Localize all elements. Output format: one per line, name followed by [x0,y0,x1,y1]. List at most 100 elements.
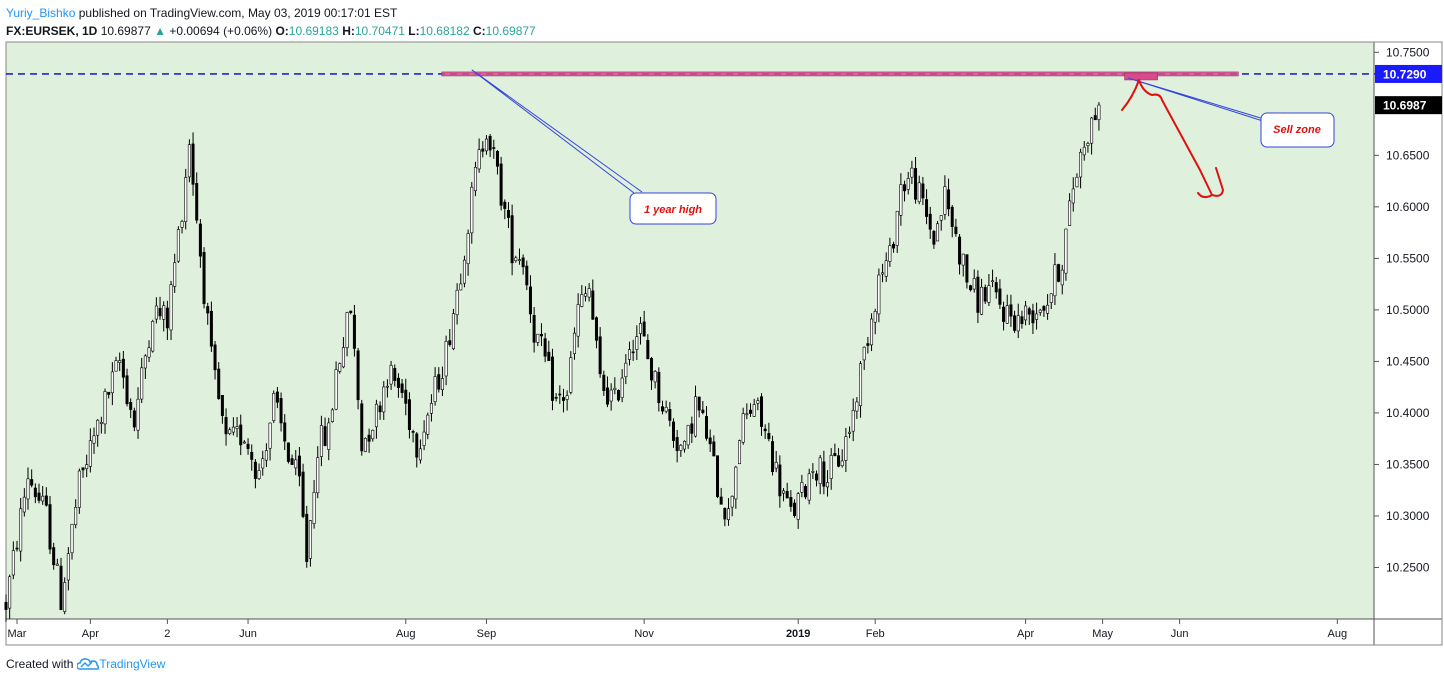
candle-body [840,460,844,467]
candle-body [866,343,870,346]
candle-body [624,362,628,378]
close-label: C: [473,24,486,38]
footer: Created with TradingView [6,657,165,671]
candle-body [118,360,122,363]
candle-body [983,287,987,302]
candle-body [396,377,400,388]
candle-body [569,357,573,393]
candle-body [74,507,78,525]
candle-body [195,183,199,221]
candle-body [635,336,639,350]
candle-body [646,339,650,360]
published-text: published on TradingView.com, May 03, 20… [78,6,398,20]
projection-freehand[interactable] [1121,79,1224,199]
author-link[interactable]: Yuriy_Bishko [6,6,76,20]
candle-body [800,482,804,493]
time-tick-label: Apr [82,628,99,640]
candle-body [796,493,800,520]
candle-body [561,397,565,401]
candle-body [682,440,686,450]
price-tick-label: 10.4000 [1386,406,1430,420]
one-year-high-label: 1 year high [644,204,702,216]
candle-body [686,424,690,446]
tradingview-cloud-icon [77,658,100,670]
candle-body [154,305,158,320]
candle-body [235,426,239,429]
candle-body [580,294,584,307]
candle-body [660,406,664,412]
candle-body [756,400,760,404]
candle-body [162,305,166,320]
candle-body [283,422,287,442]
candle-body [1002,306,1006,322]
close-value: 10.69877 [485,24,536,38]
time-tick-label: Aug [1328,628,1348,640]
candle-body [110,371,114,394]
candle-body [125,375,129,405]
open-value: 10.69183 [288,24,339,38]
candle-body [404,389,408,404]
one-year-high-callout[interactable] [629,192,717,225]
candle-body [727,508,731,520]
resistance-zone[interactable] [441,71,1239,77]
candle-body [345,312,349,348]
sell-zone-box[interactable] [1124,72,1158,81]
low-label: L: [408,24,420,38]
candle-body [173,262,177,287]
candle-body [165,307,169,329]
candle-body [440,378,444,391]
tradingview-logo[interactable]: TradingView [77,657,165,671]
price-label-text: 10.6987 [1383,99,1427,113]
candle-body [826,482,830,488]
candle-body [77,470,81,508]
candle-body [870,318,874,346]
candle-body [231,426,235,433]
price-tick-label: 10.2500 [1386,560,1430,574]
high-label: H: [342,24,355,38]
candle-body [81,467,85,471]
candle-body [1035,313,1039,320]
tradingview-brand: TradingView [99,657,166,671]
candle-body [143,355,147,369]
candle-body [41,495,45,502]
price-label-tag [1375,64,1442,83]
candle-body [136,398,140,431]
candle-body [151,321,155,352]
plot-area[interactable] [6,42,1374,619]
candle-body [881,272,885,275]
candle-body [385,385,389,388]
candle-body [1027,308,1031,315]
candle-body [1071,188,1075,204]
candle-body [371,429,375,440]
candle-body [862,346,866,361]
candle-body [763,428,767,432]
candle-body [697,396,701,411]
up-arrow-icon: ▲ [154,24,166,38]
candle-body [712,441,716,457]
candle-body [37,492,41,501]
candle-body [598,336,602,375]
candle-body [950,206,954,227]
candle-body [657,371,661,404]
candle-body [1005,305,1009,324]
candle-body [1024,305,1028,321]
candle-body [1057,264,1061,282]
candle-body [257,470,261,479]
candle-body [653,371,657,383]
candle-body [895,210,899,246]
candle-body [363,438,367,452]
candle-body [723,508,727,520]
candle-body [884,260,888,277]
time-tick-label: Feb [866,628,885,640]
candle-body [947,189,951,210]
candle-body [495,151,499,167]
price-tick-label: 10.3500 [1386,457,1430,471]
candle-body [539,333,543,337]
candle-body [169,284,173,331]
price-label-text: 10.7290 [1383,67,1427,81]
candle-body [961,253,965,266]
price-axis[interactable] [1374,42,1442,619]
sell-zone-callout[interactable] [1260,112,1335,148]
time-tick-label: 2019 [786,628,810,640]
